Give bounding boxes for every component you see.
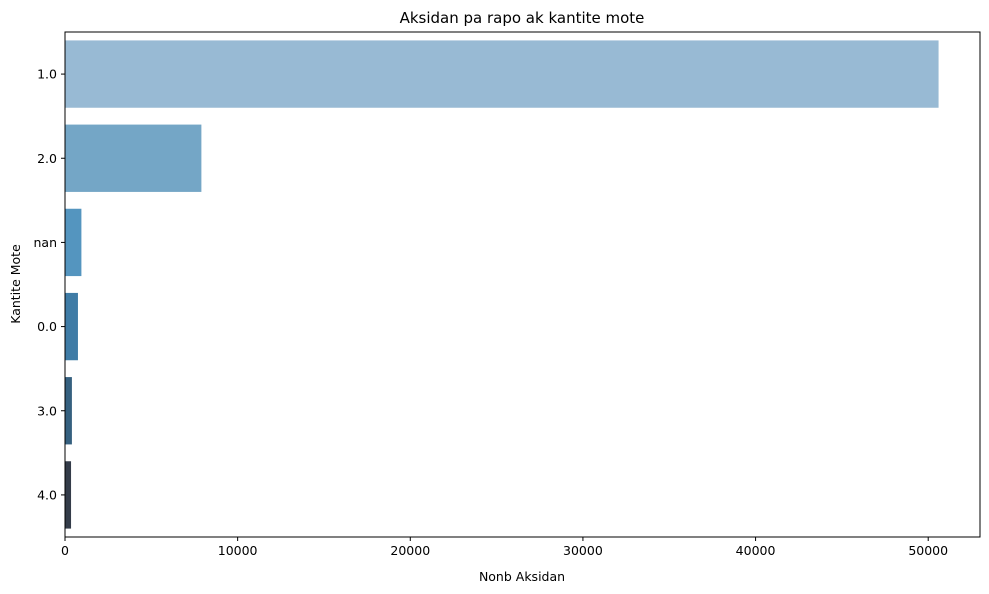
x-tick-label: 30000 <box>563 543 603 558</box>
axes-frame <box>64 31 981 538</box>
y-tick-label: 0.0 <box>37 319 57 334</box>
bar-2.0 <box>65 124 202 192</box>
bar-1.0 <box>65 40 939 108</box>
y-tick-label: 2.0 <box>37 151 57 166</box>
y-axis-label: Kantite Mote <box>8 244 23 324</box>
x-tick-label: 10000 <box>218 543 258 558</box>
x-tick-label: 40000 <box>736 543 776 558</box>
bar-4.0 <box>65 461 72 529</box>
y-tick-label: 1.0 <box>37 67 57 82</box>
x-tick-label: 20000 <box>390 543 430 558</box>
plot-area: 1.0 2.0 nan 0.0 3.0 4.0 0 10000 20000 30000 40000 5… <box>33 31 981 558</box>
x-axis-label: Nonb Aksidan <box>479 569 565 584</box>
bar-0.0 <box>65 292 78 361</box>
x-tick-label: 50000 <box>908 543 948 558</box>
y-tick-label: nan <box>33 235 57 250</box>
y-tick-label: 4.0 <box>37 487 57 502</box>
x-tick-label: 0 <box>61 543 69 558</box>
bar-3.0 <box>65 377 72 445</box>
chart-title: Aksidan pa rapo ak kantite mote <box>400 9 645 27</box>
y-tick-label: 3.0 <box>37 403 57 418</box>
bar-nan <box>65 208 82 277</box>
